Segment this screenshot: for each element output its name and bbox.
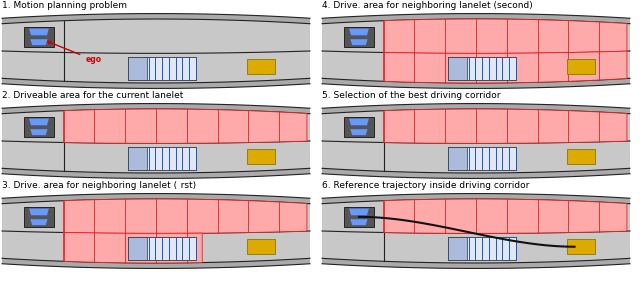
Polygon shape [448,237,467,260]
Polygon shape [24,117,54,137]
Polygon shape [30,129,47,135]
Polygon shape [128,237,196,260]
Polygon shape [2,104,310,178]
Polygon shape [567,239,595,254]
Polygon shape [29,29,49,35]
Polygon shape [2,194,310,204]
Polygon shape [322,194,630,204]
Polygon shape [24,207,54,227]
Polygon shape [349,208,369,215]
Text: ego: ego [47,41,101,64]
Polygon shape [2,104,310,114]
Polygon shape [448,147,516,170]
Polygon shape [349,119,369,125]
Polygon shape [448,237,516,260]
Polygon shape [63,199,307,233]
Polygon shape [29,208,49,215]
Polygon shape [63,109,307,143]
Polygon shape [30,39,47,45]
Polygon shape [349,29,369,35]
Polygon shape [2,258,310,268]
Polygon shape [247,239,275,254]
Polygon shape [322,194,630,268]
Polygon shape [448,147,467,170]
Polygon shape [383,199,627,233]
Text: 1. Motion planning problem: 1. Motion planning problem [2,1,127,10]
Polygon shape [128,57,147,80]
Polygon shape [383,51,627,83]
Polygon shape [128,237,147,260]
Polygon shape [350,129,367,135]
Text: 2. Driveable area for the current lanelet: 2. Driveable area for the current lanele… [2,91,184,100]
Polygon shape [567,149,595,164]
Polygon shape [24,27,54,47]
Polygon shape [128,57,196,80]
Text: 3. Drive. area for neighboring lanelet (  rst): 3. Drive. area for neighboring lanelet (… [2,181,196,190]
Polygon shape [322,258,630,268]
Polygon shape [29,119,49,125]
Polygon shape [2,194,310,268]
Text: 5. Selection of the best driving corridor: 5. Selection of the best driving corrido… [322,91,500,100]
Polygon shape [322,168,630,178]
Polygon shape [350,39,367,45]
Polygon shape [322,14,630,88]
Polygon shape [344,207,374,227]
Polygon shape [2,14,310,24]
Polygon shape [322,104,630,178]
Polygon shape [2,78,310,88]
Polygon shape [322,14,630,24]
Polygon shape [383,109,627,143]
Polygon shape [128,147,196,170]
Polygon shape [2,168,310,178]
Polygon shape [63,233,202,263]
Polygon shape [567,59,595,74]
Polygon shape [344,27,374,47]
Polygon shape [2,14,310,88]
Polygon shape [350,219,367,225]
Polygon shape [448,57,516,80]
Polygon shape [322,78,630,88]
Polygon shape [383,19,627,53]
Polygon shape [30,219,47,225]
Polygon shape [322,104,630,114]
Text: 4. Drive. area for neighboring lanelet (second): 4. Drive. area for neighboring lanelet (… [322,1,532,10]
Text: 6. Reference trajectory inside driving corridor: 6. Reference trajectory inside driving c… [322,181,529,190]
Polygon shape [128,147,147,170]
Polygon shape [448,57,467,80]
Polygon shape [344,117,374,137]
Polygon shape [247,149,275,164]
Polygon shape [247,59,275,74]
